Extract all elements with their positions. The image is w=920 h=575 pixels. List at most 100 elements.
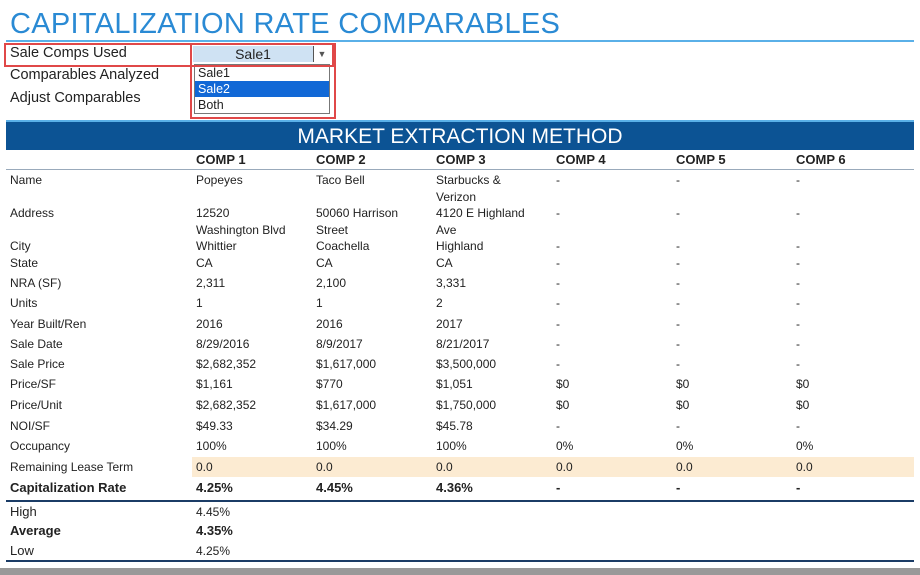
table-cell: 100% <box>196 439 227 453</box>
column-header: COMP 4 <box>556 152 606 167</box>
row-label: Price/Unit <box>10 398 63 412</box>
table-cell: 0% <box>796 439 814 453</box>
table-cell: 2,311 <box>196 276 226 290</box>
table-cell: $0 <box>796 398 810 412</box>
table-cell: $1,750,000 <box>436 398 497 412</box>
table-cell: - <box>796 317 800 331</box>
comparables-analyzed-label: Comparables Analyzed <box>10 67 160 83</box>
table-cell: 2016 <box>316 317 343 331</box>
table-cell: 0% <box>676 439 694 453</box>
table-cell: CA <box>436 256 453 270</box>
table-cell: 12520 Washington Blvd <box>196 206 286 237</box>
table-cell: 2,100 <box>316 276 347 290</box>
annotation-box-dropdown <box>190 43 336 119</box>
table-cell: $0 <box>796 377 810 391</box>
table-cell: - <box>676 276 680 290</box>
table-cell: 0.0 <box>316 460 333 474</box>
table-cell: - <box>556 337 560 351</box>
column-header: COMP 2 <box>316 152 366 167</box>
header-divider <box>6 169 914 170</box>
row-label: Name <box>10 173 43 187</box>
summary-label: High <box>10 504 37 519</box>
table-cell: - <box>796 276 800 290</box>
table-cell: - <box>676 357 680 371</box>
row-label: Price/SF <box>10 377 57 391</box>
table-cell: $0 <box>556 398 570 412</box>
table-cell: 0.0 <box>676 460 693 474</box>
table-cell: - <box>676 256 680 270</box>
table-cell: - <box>676 206 680 220</box>
table-cell: $0 <box>676 377 690 391</box>
table-cell: - <box>676 317 680 331</box>
table-cell: 2016 <box>196 317 223 331</box>
table-cell: $34.29 <box>316 419 353 433</box>
table-cell: Whittier <box>196 239 237 253</box>
row-label: Year Built/Ren <box>10 317 87 331</box>
table-cell: Starbucks & Verizon <box>436 173 501 204</box>
table-cell: - <box>676 337 680 351</box>
divider <box>6 560 914 562</box>
table-cell: Coachella <box>316 239 370 253</box>
table-cell: - <box>796 419 800 433</box>
table-cell: - <box>556 276 560 290</box>
section-header: MARKET EXTRACTION METHOD <box>6 120 914 150</box>
table-cell: 8/9/2017 <box>316 337 363 351</box>
option-sale1[interactable]: Sale1 <box>198 66 230 80</box>
table-cell: 4.45% <box>316 480 353 495</box>
summary-label: Low <box>10 543 34 558</box>
table-cell: - <box>556 239 560 253</box>
option-both[interactable]: Both <box>198 98 224 112</box>
table-cell: $1,617,000 <box>316 357 377 371</box>
summary-value: 4.25% <box>196 544 231 558</box>
table-cell: 4.36% <box>436 480 473 495</box>
column-header: COMP 3 <box>436 152 486 167</box>
table-cell: 50060 Harrison Street <box>316 206 399 237</box>
row-label: City <box>10 239 31 253</box>
column-header: COMP 5 <box>676 152 726 167</box>
divider <box>6 500 914 502</box>
table-cell: - <box>676 419 680 433</box>
highlight-row-bg <box>192 457 914 477</box>
table-cell: 0.0 <box>556 460 573 474</box>
table-cell: 3,331 <box>436 276 467 290</box>
table-cell: 1 <box>196 296 203 310</box>
table-cell: - <box>796 337 800 351</box>
table-cell: - <box>796 206 800 220</box>
table-cell: - <box>796 239 800 253</box>
row-label: Occupancy <box>10 439 71 453</box>
section-title: MARKET EXTRACTION METHOD <box>297 125 623 148</box>
row-label: Address <box>10 206 55 220</box>
table-cell: $2,682,352 <box>196 398 257 412</box>
table-cell: $770 <box>316 377 343 391</box>
table-cell: $49.33 <box>196 419 233 433</box>
table-cell: Popeyes <box>196 173 243 187</box>
table-cell: - <box>796 296 800 310</box>
row-label: State <box>10 256 39 270</box>
table-cell: - <box>556 256 560 270</box>
adjust-comparables-label: Adjust Comparables <box>10 90 141 106</box>
table-cell: - <box>676 239 680 253</box>
summary-value: 4.35% <box>196 523 233 538</box>
table-cell: - <box>796 256 800 270</box>
summary-value: 4.45% <box>196 505 231 519</box>
table-cell: - <box>556 357 560 371</box>
table-cell: 4120 E Highland Ave <box>436 206 525 237</box>
sale-comps-label: Sale Comps Used <box>10 45 127 61</box>
table-cell: - <box>556 317 560 331</box>
summary-label: Average <box>10 523 61 538</box>
chevron-down-icon[interactable]: ▼ <box>317 49 327 59</box>
annotation-box-label <box>4 43 334 67</box>
page-title: CAPITALIZATION RATE COMPARABLES <box>10 8 561 40</box>
dropdown-list: Sale1 Sale2 Both <box>194 64 330 114</box>
table-cell: $45.78 <box>436 419 473 433</box>
row-label: NOI/SF <box>10 419 51 433</box>
table-cell: 0.0 <box>436 460 453 474</box>
table-cell: 100% <box>436 439 467 453</box>
table-cell: - <box>556 419 560 433</box>
table-cell: $1,617,000 <box>316 398 377 412</box>
option-sale2[interactable]: Sale2 <box>195 81 329 97</box>
table-cell: - <box>556 480 561 495</box>
table-cell: 1 <box>316 296 323 310</box>
sale-comps-dropdown[interactable]: Sale1 <box>193 46 314 62</box>
table-cell: 100% <box>316 439 347 453</box>
